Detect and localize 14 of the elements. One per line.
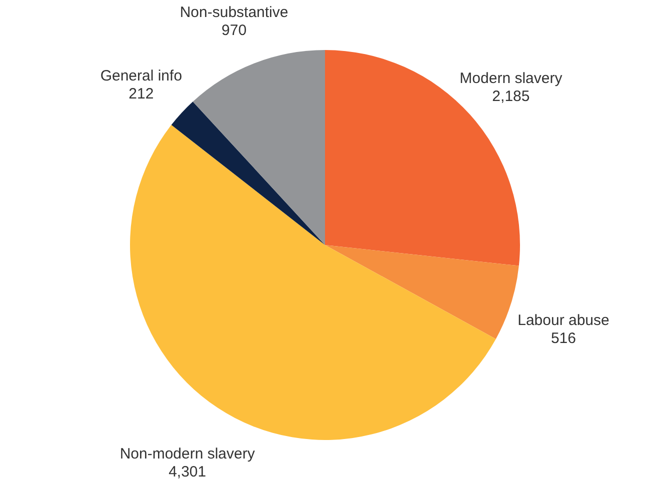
slice-label: Labour abuse: [518, 312, 610, 330]
data-label: 4,301: [168, 464, 206, 481]
slice-label: General info: [100, 68, 182, 85]
pie-slice: [130, 124, 496, 440]
pie-slice: [325, 245, 519, 339]
data-label: 212: [128, 86, 154, 103]
data-label: 970: [222, 22, 247, 40]
slice-label: Modern slavery: [460, 70, 563, 87]
data-label: 516: [550, 330, 576, 348]
pie-slice: [171, 102, 325, 245]
data-label: 2,185: [492, 88, 530, 105]
slice-label: Non-substantive: [180, 4, 288, 22]
slice-label: Non-modern slavery: [120, 446, 256, 463]
pie-slice: [192, 50, 325, 245]
